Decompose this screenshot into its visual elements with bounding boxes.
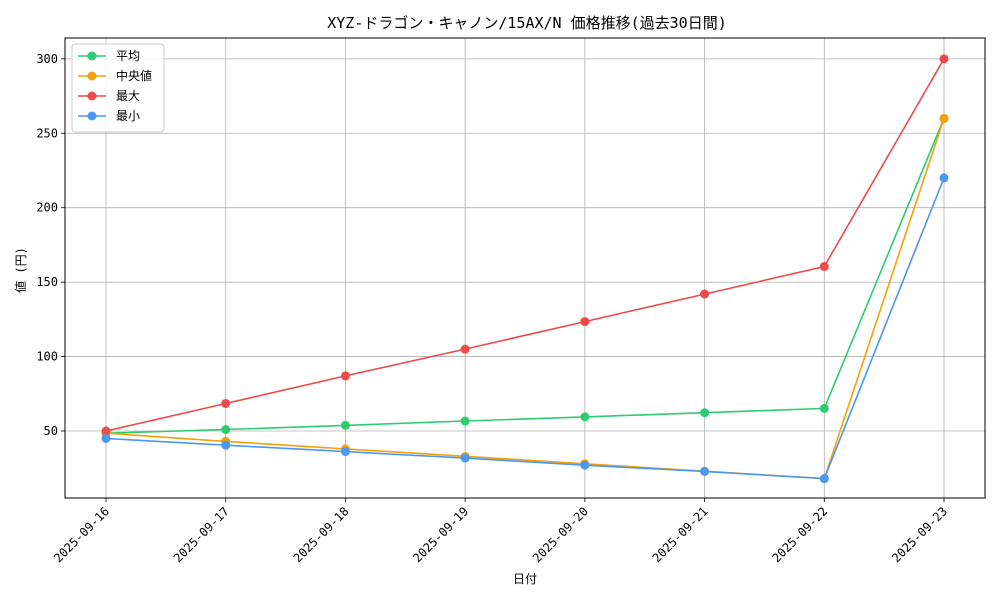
series-1 bbox=[101, 113, 949, 438]
legend-marker bbox=[87, 71, 97, 81]
data-point bbox=[460, 416, 470, 426]
legend-box bbox=[71, 43, 165, 133]
series-line bbox=[105, 58, 945, 432]
series-lines bbox=[101, 54, 949, 484]
series-line bbox=[105, 118, 945, 434]
y-axis-label: 値 (円) bbox=[13, 247, 28, 293]
y-tick-label: 300 bbox=[36, 52, 58, 66]
legend-marker bbox=[87, 111, 97, 121]
data-point bbox=[819, 403, 829, 413]
y-tick-label: 200 bbox=[36, 201, 58, 215]
x-tick-label: 2025-09-19 bbox=[410, 504, 471, 565]
x-axis-label: 日付 bbox=[513, 572, 537, 586]
grid bbox=[65, 38, 985, 498]
x-tick-label: 2025-09-22 bbox=[769, 504, 830, 565]
data-point bbox=[700, 467, 710, 477]
data-point bbox=[101, 426, 111, 436]
x-tick-label: 2025-09-21 bbox=[650, 504, 711, 565]
legend-item: 平均 bbox=[78, 49, 140, 63]
legend-marker bbox=[87, 51, 97, 61]
x-axis: 2025-09-16 2025-09-17 2025-09-18 2025-09-19… bbox=[51, 498, 950, 565]
x-tick-label: 2025-09-18 bbox=[291, 504, 352, 565]
data-point bbox=[221, 440, 231, 450]
x-tick-label: 2025-09-20 bbox=[530, 504, 591, 565]
y-tick-label: 50 bbox=[44, 424, 58, 438]
y-tick-label: 150 bbox=[36, 275, 58, 289]
y-tick-label: 100 bbox=[36, 350, 58, 364]
data-point bbox=[939, 113, 949, 123]
y-axis: 50 100 150 200 250 300 bbox=[36, 52, 65, 438]
x-tick-label: 2025-09-17 bbox=[171, 504, 232, 565]
chart-title: XYZ-ドラゴン・キャノン/15AX/N 価格推移(過去30日間) bbox=[327, 14, 727, 32]
data-point bbox=[580, 460, 590, 470]
data-point bbox=[340, 371, 350, 381]
legend-label: 平均 bbox=[116, 49, 140, 63]
legend-marker bbox=[87, 91, 97, 101]
data-point bbox=[460, 344, 470, 354]
y-tick-label: 250 bbox=[36, 126, 58, 140]
legend-label: 最大 bbox=[116, 89, 140, 103]
series-3 bbox=[101, 54, 949, 436]
legend-label: 最小 bbox=[116, 109, 140, 123]
legend-item: 最大 bbox=[78, 89, 140, 103]
plot-frame bbox=[64, 37, 986, 499]
data-point bbox=[819, 262, 829, 272]
data-point bbox=[819, 474, 829, 484]
data-point bbox=[939, 54, 949, 64]
data-point bbox=[221, 425, 231, 435]
series-line bbox=[105, 118, 945, 480]
data-point bbox=[580, 412, 590, 422]
data-point bbox=[340, 420, 350, 430]
x-tick-label: 2025-09-23 bbox=[889, 504, 950, 565]
legend-label: 中央値 bbox=[116, 68, 152, 83]
data-point bbox=[939, 173, 949, 183]
x-tick-label: 2025-09-16 bbox=[51, 504, 112, 565]
data-point bbox=[700, 408, 710, 418]
data-point bbox=[340, 447, 350, 457]
data-point bbox=[460, 453, 470, 463]
data-point bbox=[101, 433, 111, 443]
legend-item: 中央値 bbox=[78, 68, 152, 83]
data-point bbox=[580, 317, 590, 327]
data-point bbox=[700, 289, 710, 299]
legend-item: 最小 bbox=[78, 109, 140, 123]
series-line bbox=[105, 177, 945, 480]
series-4 bbox=[101, 173, 949, 484]
data-point bbox=[221, 398, 231, 408]
